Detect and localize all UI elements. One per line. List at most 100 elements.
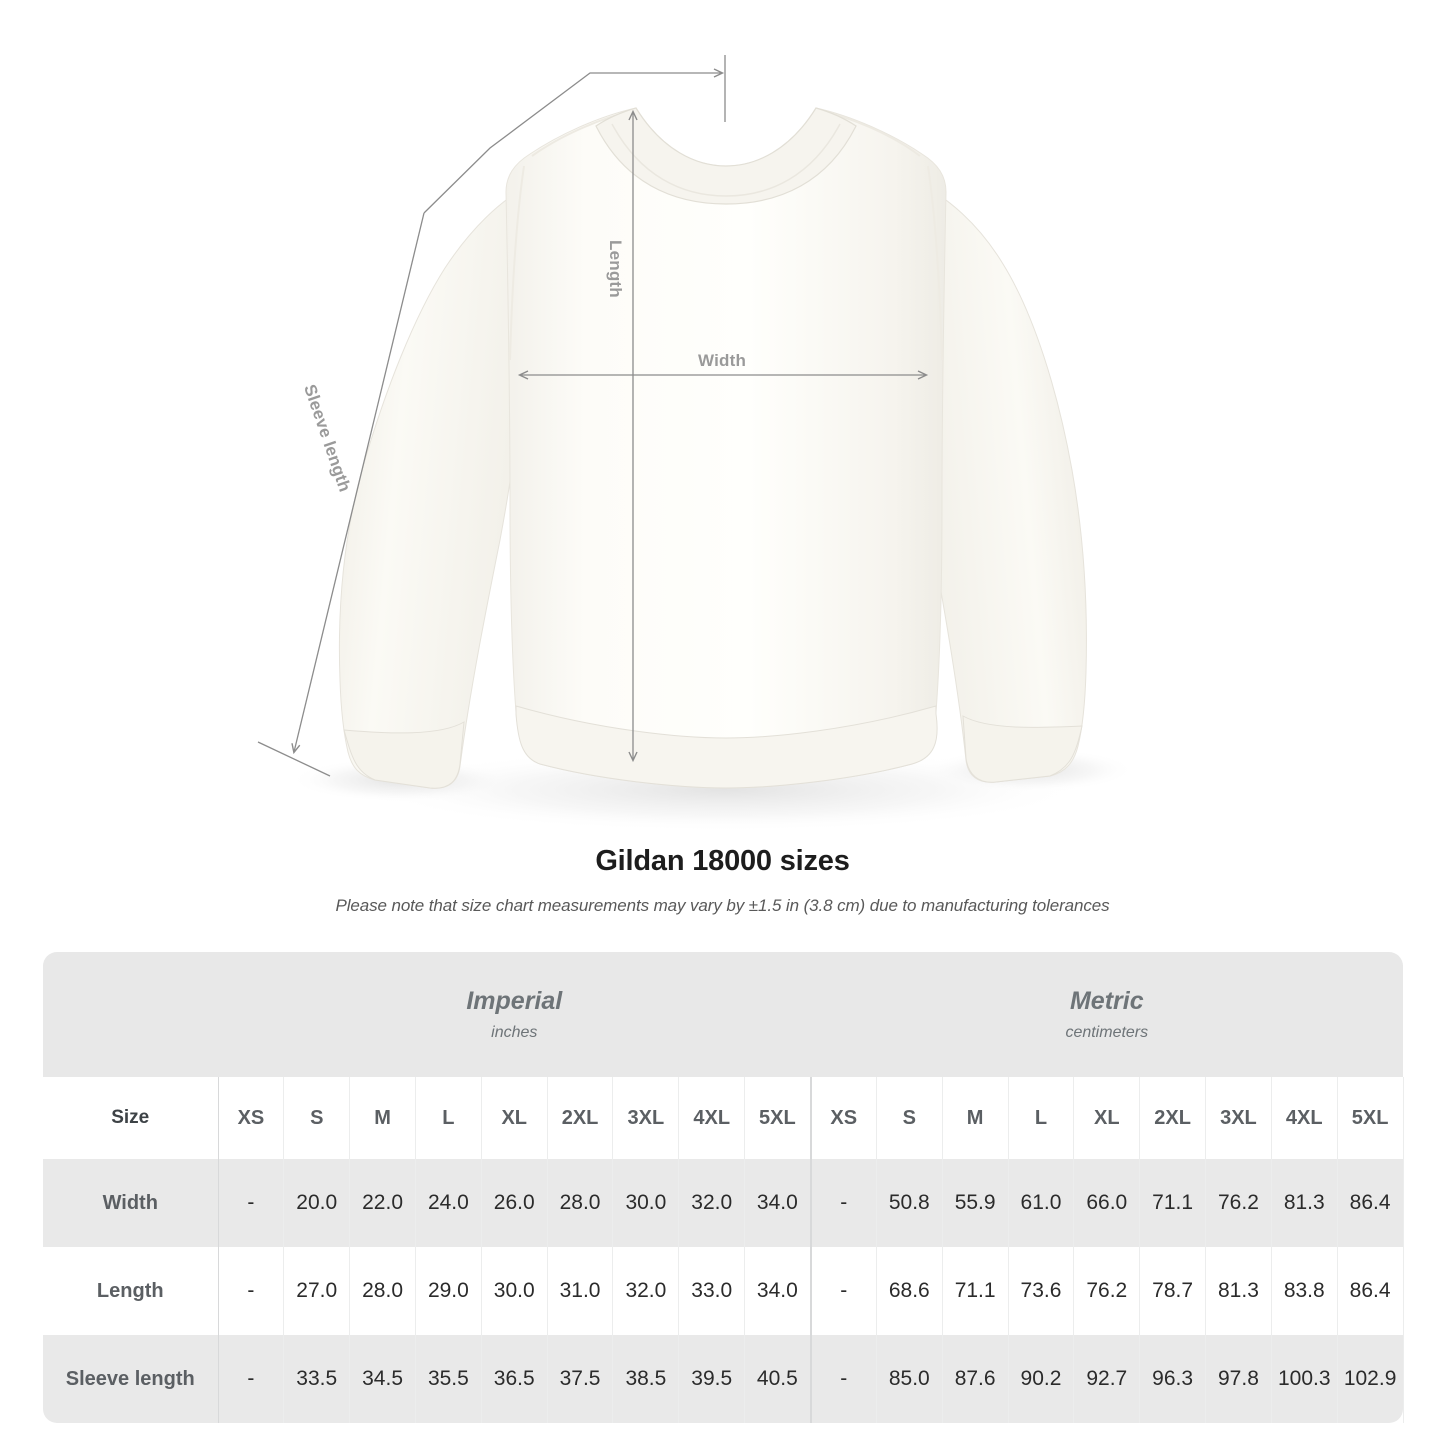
size-header-label: Size <box>43 1077 219 1159</box>
unit-name: Metric <box>1069 986 1144 1015</box>
unit-subtitle: inches <box>491 1024 538 1042</box>
title-block: Gildan 18000 sizes Please note that size… <box>0 845 1445 916</box>
cell-sleeve-length-imperial-xs: - <box>218 1335 285 1423</box>
size-col-header-xs-imperial: XS <box>218 1077 285 1159</box>
collar <box>595 107 857 205</box>
cell-sleeve-length-metric-2xl: 96.3 <box>1139 1335 1207 1423</box>
size-col-header-4xl-imperial: 4XL <box>678 1077 746 1159</box>
sweatshirt-diagram <box>257 55 1135 832</box>
cell-length-imperial-4xl: 33.0 <box>678 1247 746 1335</box>
cell-sleeve-length-imperial-5xl: 40.5 <box>744 1335 812 1423</box>
cell-length-imperial-xs: - <box>218 1247 285 1335</box>
cell-length-imperial-m: 28.0 <box>349 1247 416 1335</box>
cell-sleeve-length-imperial-l: 35.5 <box>415 1335 482 1423</box>
table-row: Sleeve length -33.5 34.5 35.5 36.5 37.5 38.5 39… <box>43 1335 1404 1423</box>
cell-sleeve-length-imperial-m: 34.5 <box>349 1335 416 1423</box>
cell-sleeve-length-metric-4xl: 100.3 <box>1271 1335 1338 1423</box>
cell-sleeve-length-metric-s: 85.0 <box>876 1335 943 1423</box>
garment-shadow <box>365 748 1085 832</box>
unit-banner-imperial: Imperial inches <box>218 952 811 1077</box>
cell-length-imperial-l: 29.0 <box>415 1247 482 1335</box>
size-col-header-xl-metric: XL <box>1073 1077 1141 1159</box>
size-col-header-m-imperial: M <box>349 1077 416 1159</box>
cell-sleeve-length-imperial-xl: 36.5 <box>481 1335 548 1423</box>
table-row: Length -27.0 28.0 29.0 30.0 31.0 32.0 33.0 34.0-… <box>43 1247 1404 1335</box>
cell-width-metric-2xl: 71.1 <box>1139 1159 1207 1247</box>
table-row: Width -20.0 22.0 24.0 26.0 28.0 30.0 32.0 34.0-5… <box>43 1159 1404 1247</box>
size-col-header-3xl-metric: 3XL <box>1205 1077 1272 1159</box>
cell-length-metric-s: 68.6 <box>876 1247 943 1335</box>
size-chart-table-wrapper: Imperial inches Metric centimeters Size XS S M L… <box>43 952 1404 1423</box>
left-cuff <box>343 721 465 789</box>
cell-length-metric-m: 71.1 <box>942 1247 1009 1335</box>
cell-width-metric-m: 55.9 <box>942 1159 1009 1247</box>
cell-width-metric-s: 50.8 <box>876 1159 943 1247</box>
cell-sleeve-length-metric-l: 90.2 <box>1008 1335 1075 1423</box>
cell-length-imperial-5xl: 34.0 <box>744 1247 812 1335</box>
cell-width-metric-xs: - <box>809 1159 877 1247</box>
cell-sleeve-length-imperial-4xl: 39.5 <box>678 1335 746 1423</box>
cell-sleeve-length-imperial-3xl: 38.5 <box>612 1335 680 1423</box>
row-label-width: Width <box>43 1159 219 1247</box>
cell-sleeve-length-metric-xs: - <box>809 1335 877 1423</box>
cell-width-metric-4xl: 81.3 <box>1271 1159 1338 1247</box>
cell-length-metric-5xl: 86.4 <box>1337 1247 1404 1335</box>
unit-banner-spacer <box>43 952 218 1077</box>
size-col-header-4xl-metric: 4XL <box>1271 1077 1338 1159</box>
cell-sleeve-length-metric-5xl: 102.9 <box>1337 1335 1404 1423</box>
left-armhole-seam <box>509 165 525 361</box>
cell-length-metric-2xl: 78.7 <box>1139 1247 1207 1335</box>
cell-width-metric-5xl: 86.4 <box>1337 1159 1404 1247</box>
cell-length-metric-xs: - <box>809 1247 877 1335</box>
cell-sleeve-length-metric-m: 87.6 <box>942 1335 1009 1423</box>
cell-width-metric-l: 61.0 <box>1008 1159 1075 1247</box>
cell-width-imperial-xs: - <box>218 1159 285 1247</box>
cell-length-imperial-s: 27.0 <box>283 1247 351 1335</box>
cell-width-imperial-5xl: 34.0 <box>744 1159 812 1247</box>
cell-width-metric-3xl: 76.2 <box>1205 1159 1272 1247</box>
size-col-header-xl-imperial: XL <box>481 1077 548 1159</box>
garment-illustration: Length Width Sleeve length <box>257 55 1135 832</box>
unit-subtitle: centimeters <box>1065 1024 1149 1042</box>
size-col-header-s-metric: S <box>876 1077 943 1159</box>
size-col-header-l-imperial: L <box>415 1077 482 1159</box>
cell-width-imperial-3xl: 30.0 <box>612 1159 680 1247</box>
size-col-header-2xl-imperial: 2XL <box>547 1077 614 1159</box>
size-col-header-m-metric: M <box>942 1077 1009 1159</box>
size-chart-table: Imperial inches Metric centimeters Size XS S M L… <box>43 952 1404 1423</box>
size-col-header-l-metric: L <box>1008 1077 1075 1159</box>
right-cuff <box>962 715 1083 783</box>
body <box>505 107 947 789</box>
cell-width-imperial-4xl: 32.0 <box>678 1159 746 1247</box>
size-col-header-5xl-imperial: 5XL <box>744 1077 812 1159</box>
left-sleeve <box>338 184 531 789</box>
cell-width-imperial-2xl: 28.0 <box>547 1159 614 1247</box>
cell-width-imperial-l: 24.0 <box>415 1159 482 1247</box>
row-label-sleeve-length: Sleeve length <box>43 1335 219 1423</box>
size-header-row: Size XS S M L XL 2XL 3XL 4XL 5XL XS S M L XL 2XL 3XL 4XL 5… <box>43 1077 1404 1159</box>
unit-banner-metric: Metric centimeters <box>810 952 1404 1077</box>
cell-length-imperial-xl: 30.0 <box>481 1247 548 1335</box>
cell-length-metric-l: 73.6 <box>1008 1247 1075 1335</box>
cell-width-imperial-s: 20.0 <box>283 1159 351 1247</box>
unit-name: Imperial <box>466 986 563 1015</box>
page-title: Gildan 18000 sizes <box>595 845 850 877</box>
cell-sleeve-length-metric-xl: 92.7 <box>1073 1335 1141 1423</box>
length-label: Length <box>606 240 625 298</box>
tolerance-note: Please note that size chart measurements… <box>335 896 1110 915</box>
unit-banner-row: Imperial inches Metric centimeters <box>43 952 1404 1077</box>
cell-width-metric-xl: 66.0 <box>1073 1159 1141 1247</box>
cell-length-metric-3xl: 81.3 <box>1205 1247 1272 1335</box>
size-col-header-xs-metric: XS <box>809 1077 877 1159</box>
sleeve-cuff-tick <box>257 741 331 777</box>
cell-length-metric-4xl: 83.8 <box>1271 1247 1338 1335</box>
row-label-length: Length <box>43 1247 219 1335</box>
collar-inner-line <box>611 123 841 197</box>
size-col-header-2xl-metric: 2XL <box>1139 1077 1207 1159</box>
width-label: Width <box>698 351 747 370</box>
bottom-hem <box>515 705 938 789</box>
cell-sleeve-length-imperial-2xl: 37.5 <box>547 1335 614 1423</box>
cell-length-imperial-3xl: 32.0 <box>612 1247 680 1335</box>
cell-length-imperial-2xl: 31.0 <box>547 1247 614 1335</box>
size-col-header-s-imperial: S <box>283 1077 351 1159</box>
